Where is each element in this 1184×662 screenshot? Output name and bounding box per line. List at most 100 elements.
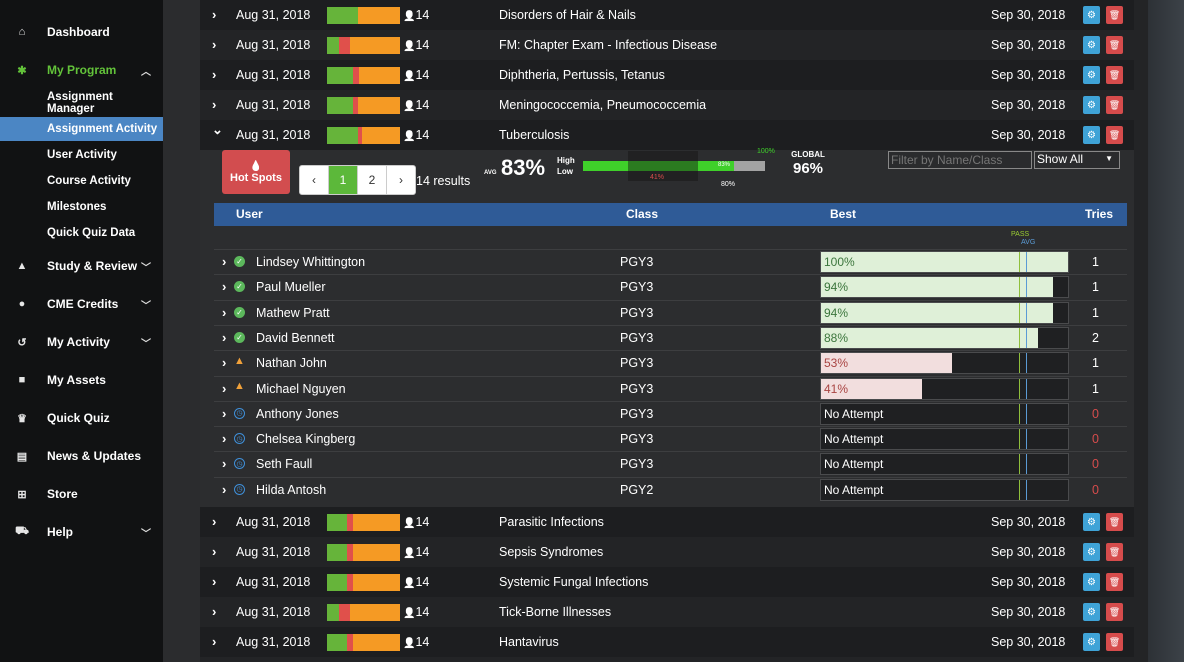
delete-button[interactable]: 🗑 (1106, 633, 1123, 651)
chevron-right-icon[interactable]: › (222, 254, 227, 269)
chevron-right-icon[interactable]: › (212, 604, 217, 619)
delete-button[interactable]: 🗑 (1106, 543, 1123, 561)
student-row[interactable]: › ▲ Nathan John PGY3 53% 1 (214, 350, 1127, 376)
sidebar-item-my-program[interactable]: ✱ My Program ︿ (0, 57, 163, 83)
hot-spots-button[interactable]: 💧 Hot Spots (222, 150, 290, 194)
sidebar-item-store[interactable]: ⊞ Store (0, 481, 163, 507)
chevron-down-icon: ﹀ (141, 338, 151, 350)
delete-button[interactable]: 🗑 (1106, 603, 1123, 621)
chevron-right-icon[interactable]: › (222, 355, 227, 371)
student-row[interactable]: › ✓ Lindsey Whittington PGY3 100% 1 (214, 249, 1127, 275)
student-row[interactable]: › ▲ Michael Nguyen PGY3 41% 1 (214, 375, 1127, 402)
settings-button[interactable]: ⚙ (1083, 633, 1100, 651)
assignment-title: Systemic Fungal Infections (499, 575, 649, 589)
delete-button[interactable]: 🗑 (1106, 6, 1123, 24)
pager-page[interactable]: 2 (358, 166, 387, 194)
chevron-right-icon[interactable]: › (222, 431, 227, 447)
student-row[interactable]: › ◷ Seth Faull PGY3 No Attempt 0 (214, 451, 1127, 477)
sidebar-subitem-milestones[interactable]: Milestones (0, 195, 163, 219)
chevron-right-icon[interactable]: › (212, 634, 217, 649)
sidebar-item-my-activity[interactable]: ↺ My Activity ﹀ (0, 329, 163, 355)
assignment-row[interactable]: › Aug 31, 2018 👤14 Sepsis Syndromes Sep 30, … (200, 537, 1134, 567)
avg-line (1026, 302, 1027, 323)
assignment-row[interactable]: › Aug 31, 2018 👤14 Meningococcemia, Pneumoc… (200, 90, 1134, 120)
chevron-right-icon[interactable]: › (212, 514, 217, 529)
chevron-right-icon[interactable]: › (222, 279, 227, 295)
assignment-row[interactable]: › Aug 31, 2018 👤14 Tick-Borne Illnesses Sep … (200, 597, 1134, 627)
student-name: Nathan John (256, 356, 327, 371)
student-row[interactable]: › ✓ Paul Mueller PGY3 94% 1 (214, 274, 1127, 300)
student-row[interactable]: › ✓ David Bennett PGY3 88% 2 (214, 324, 1127, 351)
assignment-row[interactable]: › Aug 31, 2018 👤14 Hantavirus Sep 30, 2018 ⚙ 🗑 (200, 627, 1134, 657)
sidebar-item-quick-quiz[interactable]: ♛ Quick Quiz (0, 405, 163, 431)
progress-segment (327, 97, 354, 114)
delete-button[interactable]: 🗑 (1106, 66, 1123, 84)
student-row[interactable]: › ✓ Mathew Pratt PGY3 94% 1 (214, 299, 1127, 326)
sidebar-subitem-course-activity[interactable]: Course Activity (0, 169, 163, 193)
sidebar-subitem-user-activity[interactable]: User Activity (0, 143, 163, 167)
chevron-right-icon[interactable]: › (222, 481, 227, 497)
sidebar-subitem-assignment-activity[interactable]: Assignment Activity (0, 117, 163, 141)
settings-button[interactable]: ⚙ (1083, 126, 1100, 144)
chevron-right-icon[interactable]: › (222, 456, 227, 472)
best-score-bar: 53% (820, 352, 1069, 375)
assignment-row[interactable]: › Aug 31, 2018 👤14 Parasitic Infections Sep … (200, 507, 1134, 537)
user-count: 👤14 (403, 575, 429, 589)
chevron-down-icon[interactable]: ⌄ (212, 122, 223, 137)
settings-button[interactable]: ⚙ (1083, 573, 1100, 591)
chevron-right-icon[interactable]: › (212, 37, 217, 52)
gear-icon: ⚙ (1087, 129, 1096, 141)
student-row[interactable]: › ◷ Chelsea Kingberg PGY3 No Attempt 0 (214, 426, 1127, 452)
sidebar-subitem-assignment-manager[interactable]: Assignment Manager (0, 91, 163, 115)
assignment-row[interactable]: › Aug 31, 2018 👤14 Disorders of Hair & Nail… (200, 0, 1134, 30)
best-score-value: 53% (824, 356, 849, 371)
chevron-right-icon[interactable]: › (212, 67, 217, 82)
pager-page[interactable]: 1 (329, 166, 358, 194)
settings-button[interactable]: ⚙ (1083, 543, 1100, 561)
cart-icon: ⊞ (17, 488, 27, 501)
gear-icon: ⚙ (1087, 516, 1096, 528)
sidebar-item-cme-credits[interactable]: ● CME Credits ﹀ (0, 291, 163, 317)
assignment-row[interactable]: › Aug 31, 2018 👤14 FM: Chapter Exam - Infec… (200, 30, 1134, 60)
assignment-row[interactable]: ⌄ Aug 31, 2018 👤14 Tuberculosis Sep 30, 2018… (200, 120, 1134, 150)
delete-button[interactable]: 🗑 (1106, 573, 1123, 591)
student-row[interactable]: › ◷ Anthony Jones PGY3 No Attempt 0 (214, 400, 1127, 427)
chevron-right-icon[interactable]: › (222, 304, 227, 320)
settings-button[interactable]: ⚙ (1083, 66, 1100, 84)
delete-button[interactable]: 🗑 (1106, 96, 1123, 114)
chevron-right-icon[interactable]: › (222, 329, 227, 345)
sidebar-item-my-assets[interactable]: ■ My Assets (0, 367, 163, 393)
chevron-right-icon[interactable]: › (212, 7, 217, 22)
chevron-right-icon[interactable]: › (212, 544, 217, 559)
pager-prev[interactable]: ‹ (300, 166, 329, 194)
right-scroll-area[interactable] (1148, 0, 1184, 662)
settings-button[interactable]: ⚙ (1083, 513, 1100, 531)
assignment-detail-panel: 💧 Hot Spots ‹ 1 2 › 14 results AVG 83% High Low 100… (200, 148, 1134, 507)
sidebar-item-dashboard[interactable]: ⌂ Dashboard (0, 19, 163, 45)
student-row[interactable]: › ◷ Hilda Antosh PGY2 No Attempt 0 (214, 476, 1127, 503)
chevron-right-icon[interactable]: › (212, 574, 217, 589)
delete-button[interactable]: 🗑 (1106, 126, 1123, 144)
chevron-right-icon[interactable]: › (222, 405, 227, 421)
user-icon: 👤 (403, 578, 416, 589)
chevron-right-icon[interactable]: › (222, 380, 227, 396)
settings-button[interactable]: ⚙ (1083, 96, 1100, 114)
sidebar-item-help[interactable]: ⛟ Help ﹀ (0, 519, 163, 545)
delete-button[interactable]: 🗑 (1106, 513, 1123, 531)
assignment-row[interactable]: › Aug 31, 2018 👤14 Diphtheria, Pertussis, T… (200, 60, 1134, 90)
settings-button[interactable]: ⚙ (1083, 6, 1100, 24)
sidebar-subitem-label: Assignment Activity (47, 123, 158, 135)
sidebar-item-news-updates[interactable]: ▤ News & Updates (0, 443, 163, 469)
settings-button[interactable]: ⚙ (1083, 36, 1100, 54)
sidebar-subitem-quick-quiz-data[interactable]: Quick Quiz Data (0, 221, 163, 245)
filter-input[interactable] (888, 151, 1032, 169)
show-filter-select[interactable]: Show All ▼ (1034, 151, 1120, 169)
pager-next[interactable]: › (399, 173, 403, 187)
settings-button[interactable]: ⚙ (1083, 603, 1100, 621)
delete-button[interactable]: 🗑 (1106, 36, 1123, 54)
best-score-fill (821, 252, 1068, 272)
due-date: Sep 30, 2018 (991, 545, 1066, 559)
assignment-row[interactable]: › Aug 31, 2018 👤14 Systemic Fungal Infectio… (200, 567, 1134, 597)
sidebar-item-study-review[interactable]: ▲ Study & Review ﹀ (0, 253, 163, 279)
chevron-right-icon[interactable]: › (212, 97, 217, 112)
